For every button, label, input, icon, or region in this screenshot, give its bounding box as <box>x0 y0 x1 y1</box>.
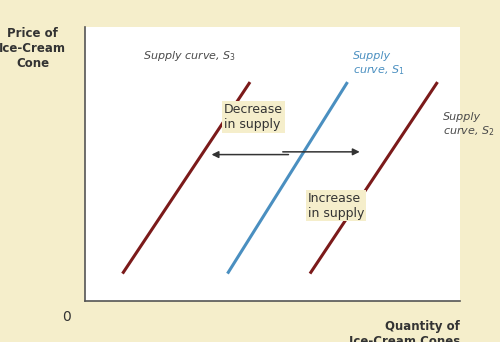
Text: Decrease
in supply: Decrease in supply <box>224 103 283 131</box>
Text: Supply curve, $S_3$: Supply curve, $S_3$ <box>143 49 236 63</box>
Text: Quantity of
Ice-Cream Cones: Quantity of Ice-Cream Cones <box>349 320 460 342</box>
Text: Supply
curve, $S_1$: Supply curve, $S_1$ <box>353 51 405 77</box>
Text: 0: 0 <box>62 311 70 324</box>
Text: Price of
Ice-Cream
Cone: Price of Ice-Cream Cone <box>0 27 66 70</box>
Text: Increase
in supply: Increase in supply <box>308 192 364 220</box>
Text: Supply
curve, $S_2$: Supply curve, $S_2$ <box>443 112 494 138</box>
